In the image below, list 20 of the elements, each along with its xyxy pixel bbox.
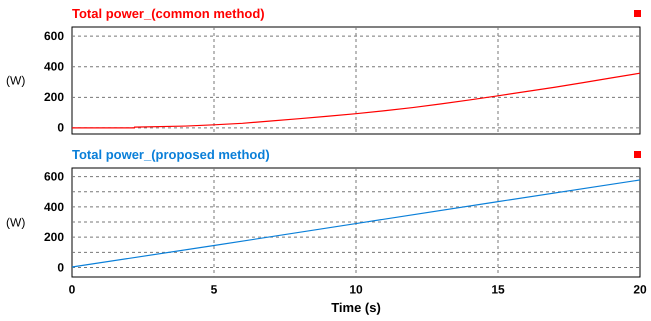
y-tick-label: 400: [44, 60, 64, 74]
line-series: [71, 179, 641, 268]
x-axis-title: Time (s): [331, 300, 381, 315]
x-tick-label: 5: [210, 282, 218, 297]
y-tick-label: 0: [57, 260, 64, 274]
y-axis-title: (W): [6, 216, 26, 230]
chart-title: Total power_(common method): [72, 6, 265, 21]
line-series: [71, 72, 641, 128]
chart-title: Total power_(proposed method): [72, 147, 270, 162]
x-tick-label: 15: [491, 282, 505, 297]
y-tick-label: 600: [44, 169, 64, 184]
x-tick-label: 20: [633, 282, 647, 297]
x-tick-label: 10: [349, 282, 363, 297]
y-tick-label: 200: [44, 90, 64, 104]
x-tick-label: 0: [68, 282, 76, 297]
y-tick-label: 200: [44, 230, 64, 244]
y-tick-label: 0: [57, 120, 64, 135]
y-tick-label: 600: [44, 29, 64, 44]
y-axis-title: (W): [6, 74, 26, 88]
y-tick-label: 400: [44, 200, 64, 214]
